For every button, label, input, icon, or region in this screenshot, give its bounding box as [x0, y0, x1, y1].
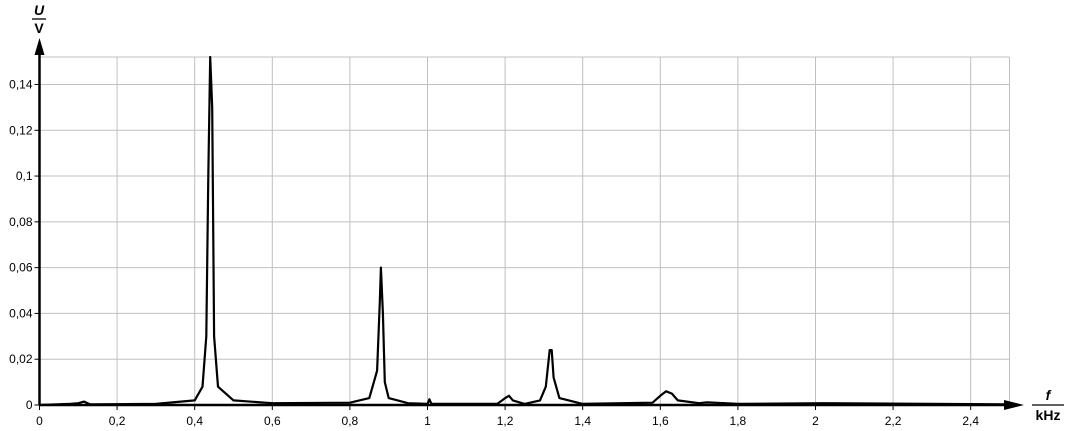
x-tick-label: 1,2: [497, 414, 514, 428]
x-tick-label: 2,4: [962, 414, 979, 428]
x-tick-label: 2,2: [885, 414, 902, 428]
x-tick-label: 0,4: [186, 414, 203, 428]
x-tick-label: 0: [36, 414, 43, 428]
x-axis-label: f: [1046, 387, 1052, 403]
x-tick-label: 0,8: [342, 414, 359, 428]
ticks: 0 0,2 0,4 0,6 0,8 1 1,2 1,4 1,6 1,8 2 2,2 2,4 0 0,02 0,…: [9, 77, 979, 428]
y-tick-label: 0,1: [16, 169, 33, 183]
y-tick-label: 0: [26, 398, 33, 412]
y-tick-label: 0,02: [9, 352, 33, 366]
y-tick-label: 0,12: [9, 123, 33, 137]
x-tick-label: 1,8: [730, 414, 747, 428]
y-axis-label: U: [34, 2, 45, 18]
x-tick-label: 1,4: [574, 414, 591, 428]
grid: [39, 56, 1010, 405]
x-axis-unit: kHz: [1036, 407, 1061, 423]
x-tick-label: 2: [812, 414, 819, 428]
x-axis-arrow: [1004, 400, 1024, 410]
x-tick-label: 1: [424, 414, 431, 428]
y-tick-label: 0,08: [9, 215, 33, 229]
x-tick-label: 1,6: [652, 414, 669, 428]
y-axis-unit: V: [34, 20, 44, 36]
x-tick-label: 0,2: [109, 414, 126, 428]
series-line: [39, 55, 1010, 407]
y-tick-label: 0,04: [9, 306, 33, 320]
y-tick-label: 0,14: [9, 77, 33, 91]
x-tick-label: 0,6: [264, 414, 281, 428]
y-axis-arrow: [34, 38, 45, 55]
y-tick-label: 0,06: [9, 261, 33, 275]
